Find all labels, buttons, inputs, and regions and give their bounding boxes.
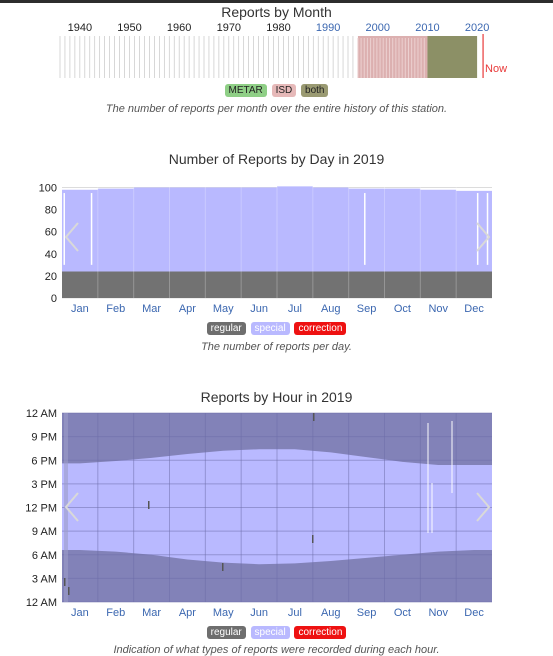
y-tick-label: 6 PM [31, 455, 57, 467]
regular-mark [64, 578, 66, 586]
legend-special[interactable]: special [250, 626, 290, 639]
x-tick-label: Mar [142, 607, 161, 619]
regular-mark [148, 501, 150, 509]
y-tick-label: 9 PM [31, 432, 57, 444]
x-tick-label: Jun [250, 607, 268, 619]
hour-chart-title: Reports by Hour in 2019 [200, 389, 353, 405]
x-tick-label: Sep [357, 607, 377, 619]
y-tick-label: 100 [39, 183, 57, 195]
y-tick-label: 80 [45, 205, 57, 217]
year-label: 1960 [167, 22, 191, 34]
x-tick-label: Nov [428, 607, 448, 619]
special-area [62, 186, 492, 298]
x-tick-label: Jul [288, 607, 302, 619]
x-tick-label: Apr [179, 303, 196, 315]
day-chart-title: Number of Reports by Day in 2019 [168, 151, 385, 167]
regular-area [62, 271, 492, 298]
year-label: 1980 [266, 22, 290, 34]
y-tick-label: 3 AM [32, 573, 57, 585]
month-caption: The number of reports per month over the… [105, 103, 448, 115]
y-tick-label: 3 PM [31, 479, 57, 491]
both-band [427, 36, 478, 78]
x-tick-label: May [213, 303, 234, 315]
x-tick-label: May [213, 607, 234, 619]
x-tick-label: Jun [250, 303, 268, 315]
year-label: 1970 [217, 22, 241, 34]
hour-chart: 12 AM 3 AM 6 AM 9 AM 12 PM 3 PM 6 PM 9 PM 12 AM J… [25, 408, 492, 619]
x-tick-label: Feb [106, 303, 125, 315]
now-label: Now [485, 63, 507, 75]
regular-mark [313, 413, 315, 421]
day-chart: 0 20 40 60 80 100 Jan Feb Mar Apr May Jun Jul Aug Sep O… [39, 182, 492, 315]
y-tick-label: 12 AM [26, 408, 57, 420]
regular-mark [68, 587, 70, 595]
y-tick-label: 60 [45, 227, 57, 239]
y-tick-label: 9 AM [32, 526, 57, 538]
legend-metar[interactable]: METAR [224, 84, 267, 97]
day-caption: The number of reports per day. [201, 341, 352, 353]
legend-special[interactable]: special [250, 322, 290, 335]
y-tick-label: 20 [45, 271, 57, 283]
y-tick-label: 0 [51, 293, 57, 305]
x-tick-label: Oct [394, 607, 411, 619]
x-tick-label: Nov [428, 303, 448, 315]
legend-regular[interactable]: regular [206, 322, 246, 335]
month-legend: METAR ISD both [0, 84, 553, 97]
next-year-arrow [476, 222, 491, 252]
x-tick-label: Dec [464, 607, 484, 619]
legend-isd[interactable]: ISD [271, 84, 297, 97]
hour-legend: regular special correction [0, 626, 553, 639]
legend-regular[interactable]: regular [206, 626, 246, 639]
x-tick-label: Feb [106, 607, 125, 619]
y-tick-label: 40 [45, 249, 57, 261]
regular-mark [222, 563, 224, 571]
legend-correction[interactable]: correction [294, 626, 347, 639]
x-tick-label: Apr [179, 607, 196, 619]
legend-correction[interactable]: correction [294, 322, 347, 335]
x-tick-label: Aug [321, 607, 341, 619]
regular-mark [312, 535, 314, 543]
year-label: 1990 [316, 22, 340, 34]
day-legend: regular special correction [0, 322, 553, 335]
x-tick-label: Dec [464, 303, 484, 315]
month-chart-title: Reports by Month [221, 4, 332, 20]
prev-year-arrow [64, 492, 79, 522]
year-label: 2010 [415, 22, 439, 34]
y-tick-label: 12 AM [26, 597, 57, 609]
top-bar [0, 0, 553, 3]
y-tick-label: 6 AM [32, 550, 57, 562]
x-tick-label: Sep [357, 303, 377, 315]
year-label: 1940 [68, 22, 92, 34]
year-label: 1950 [117, 22, 141, 34]
next-year-arrow [476, 492, 491, 522]
x-tick-label: Oct [394, 303, 411, 315]
x-tick-label: Jan [71, 303, 89, 315]
x-tick-label: Aug [321, 303, 341, 315]
year-label: 2020 [465, 22, 489, 34]
x-tick-label: Mar [142, 303, 161, 315]
prev-year-arrow [64, 222, 79, 252]
y-tick-label: 12 PM [25, 503, 57, 515]
hour-caption: Indication of what types of reports were… [113, 644, 440, 656]
legend-both[interactable]: both [301, 84, 329, 97]
x-tick-label: Jul [288, 303, 302, 315]
x-tick-label: Jan [71, 607, 89, 619]
year-label: 2000 [366, 22, 390, 34]
month-chart: 1940 1950 1960 1970 1980 1990 2000 2010 2020 Now [59, 22, 507, 78]
